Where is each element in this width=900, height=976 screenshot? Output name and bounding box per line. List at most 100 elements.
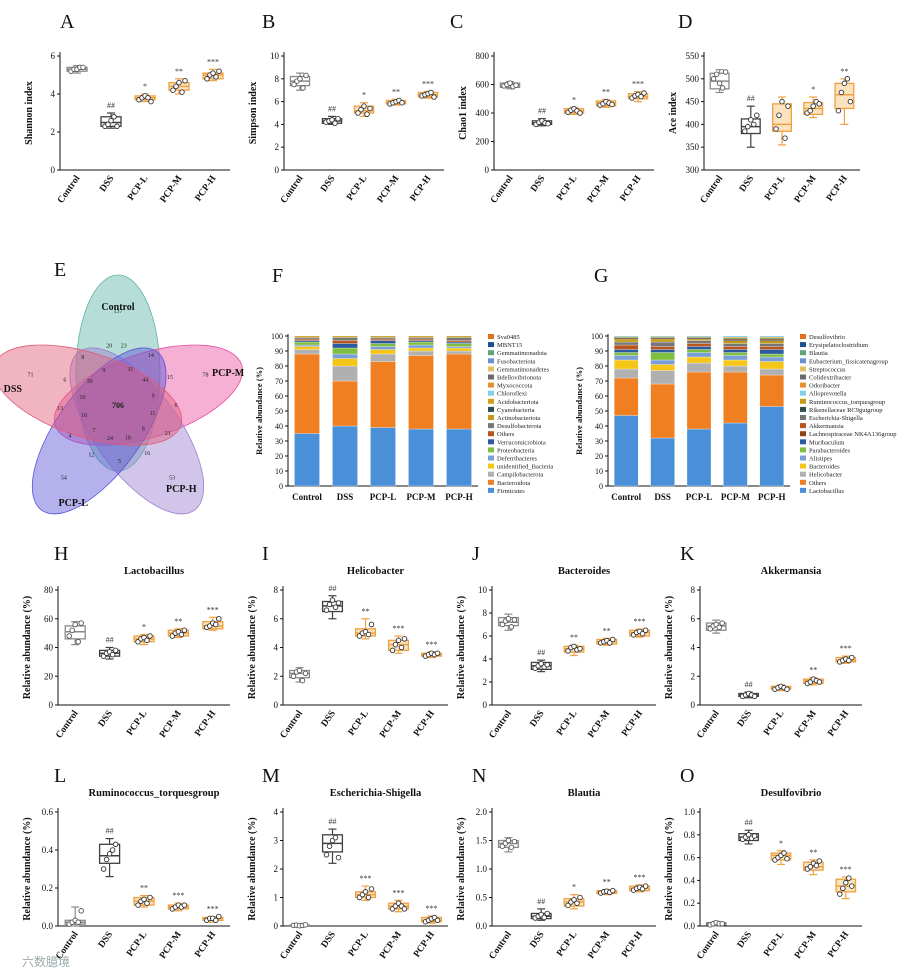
data-point [751, 121, 757, 128]
bar-segment [446, 335, 472, 338]
bar-segment [759, 337, 784, 339]
y-tick-label: 800 [476, 51, 490, 61]
panel-label: N [472, 765, 486, 787]
bar-segment [759, 406, 784, 487]
y-tick-label: 0 [485, 165, 490, 175]
bar-segment [723, 337, 748, 339]
box-control [64, 906, 86, 927]
legend-label: Parabacteroides [809, 447, 851, 454]
data-point [112, 841, 119, 848]
legend-label: Acidobacteriota [497, 399, 539, 406]
data-point [742, 128, 748, 134]
bar-segment [614, 349, 639, 353]
bar-segment [723, 359, 748, 367]
data-point [147, 633, 153, 639]
data-point [326, 843, 333, 849]
legend-label: Rikenellaceae RC9gutgroup [809, 407, 882, 414]
data-point [841, 80, 848, 87]
data-point [849, 654, 855, 661]
bar-segment [370, 343, 396, 347]
data-point [106, 851, 113, 857]
bar-segment [614, 359, 639, 370]
legend-swatch [488, 398, 494, 404]
bar-segment [686, 371, 712, 430]
legend-label: Campilobacterota [497, 472, 543, 479]
bar-segment [332, 340, 358, 344]
y-tick-label: 0 [691, 700, 696, 710]
data-point [332, 120, 338, 127]
x-tick-label: PCP-M [587, 930, 613, 961]
legend-item: Streptococcus [800, 366, 846, 373]
y-tick-label: 40 [595, 422, 603, 431]
data-point [642, 883, 649, 889]
data-point [176, 79, 182, 86]
bar-segment [332, 353, 358, 359]
x-tick-label: DSS [736, 709, 754, 729]
bar-segment [650, 383, 675, 439]
y-tick-label: 4 [51, 89, 56, 99]
bar-segment [446, 346, 472, 349]
panel-e: EControlPCP-MPCP-HPCP-LDSS13778535471706… [0, 259, 245, 515]
x-tick-label: DSS [319, 174, 337, 194]
y-tick-label: 100 [591, 332, 603, 341]
venn-count: 23 [121, 343, 127, 349]
bar-segment [759, 338, 784, 340]
y-tick-label: 450 [686, 97, 700, 107]
y-tick-label: 2 [274, 671, 279, 681]
venn-count: 13 [57, 406, 63, 412]
venn-set [75, 274, 161, 472]
bar-segment [614, 377, 639, 416]
data-point [401, 906, 408, 912]
data-point [389, 647, 396, 654]
venn-set [0, 344, 183, 446]
stack-dss [332, 335, 358, 487]
legend-swatch [488, 366, 494, 372]
x-tick-label: DSS [738, 174, 756, 194]
venn-count: 4 [68, 433, 71, 439]
panel-label: G [594, 265, 608, 287]
legend-item: Sva0485 [488, 334, 520, 341]
bar-segment [614, 337, 639, 339]
y-tick-label: 0.0 [42, 921, 54, 931]
legend-swatch [488, 447, 494, 453]
legend-item: Gemmatimonadota [488, 350, 547, 357]
y-tick-label: 2 [275, 142, 280, 152]
data-point [847, 98, 854, 105]
x-tick-label: PCP-H [825, 173, 850, 203]
data-point [574, 900, 580, 906]
significance-label: *** [360, 874, 372, 883]
data-point [813, 862, 820, 869]
y-tick-label: 100 [271, 332, 283, 341]
bar-segment [614, 344, 639, 350]
legend-swatch [800, 423, 806, 429]
data-point [838, 89, 845, 96]
y-tick-label: 0.6 [684, 853, 696, 863]
y-axis-label: Relative abundance (%) [254, 367, 264, 455]
data-point [80, 64, 86, 71]
data-point [610, 887, 616, 894]
legend-item: Desulfobacterota [488, 423, 542, 430]
legend-label: Lactobacillus [809, 488, 844, 495]
data-point [776, 112, 782, 119]
data-point [75, 639, 81, 645]
y-tick-label: 0.4 [42, 845, 54, 855]
y-tick-label: 0.4 [684, 875, 696, 885]
bar-segment [759, 336, 784, 337]
y-tick-label: 0 [274, 700, 279, 710]
legend-swatch [800, 439, 806, 445]
panel-label: O [680, 765, 694, 787]
box-iqr [834, 82, 855, 110]
data-point [544, 662, 550, 668]
legend-item: Erysipelatoclostridium [800, 342, 868, 349]
panel-label: H [54, 543, 68, 565]
x-tick-label: Control [695, 709, 721, 741]
data-point [361, 103, 367, 109]
data-point [216, 616, 222, 622]
y-tick-label: 8 [691, 585, 696, 595]
y-tick-label: 0.6 [42, 807, 54, 817]
bar-segment [614, 355, 639, 361]
data-point [300, 85, 306, 91]
bar-segment [408, 355, 434, 430]
y-tick-label: 400 [686, 119, 700, 129]
data-point [170, 87, 176, 93]
